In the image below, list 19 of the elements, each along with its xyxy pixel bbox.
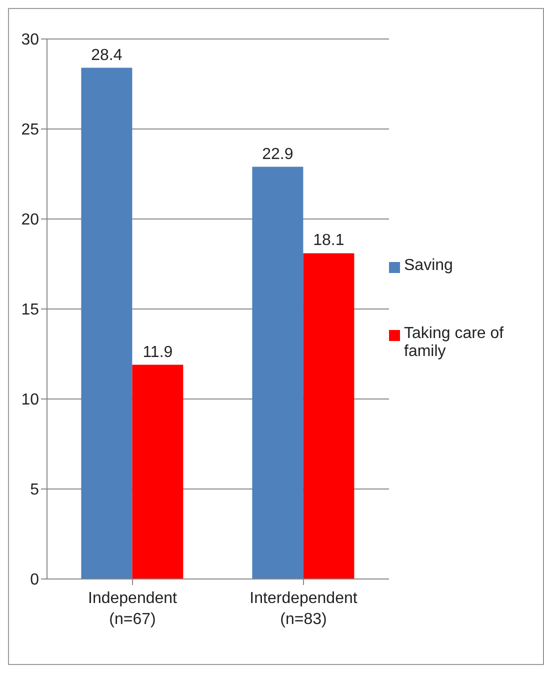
data-label: 11.9: [142, 344, 173, 361]
data-label: 22.9: [262, 146, 294, 163]
y-tick-label: 5: [30, 482, 40, 499]
legend-label: Saving: [404, 257, 454, 275]
x-tick-label: Independent (n=67): [88, 590, 178, 628]
bar: [132, 364, 184, 579]
bar: [81, 68, 132, 579]
y-tick-label: 25: [21, 122, 40, 139]
y-tick-label: 10: [21, 392, 40, 409]
x-tick-label: Interdependent (n=83): [250, 590, 358, 628]
y-tick-label: 20: [21, 212, 40, 229]
bar: [303, 253, 354, 579]
y-tick-label: 15: [21, 302, 40, 319]
y-tick-label: 30: [21, 32, 40, 49]
data-label: 18.1: [313, 232, 344, 250]
bar: [252, 166, 304, 579]
legend-label: Taking care of family: [404, 325, 505, 361]
y-tick-label: 0: [30, 572, 40, 589]
data-label: 28.4: [91, 46, 122, 64]
